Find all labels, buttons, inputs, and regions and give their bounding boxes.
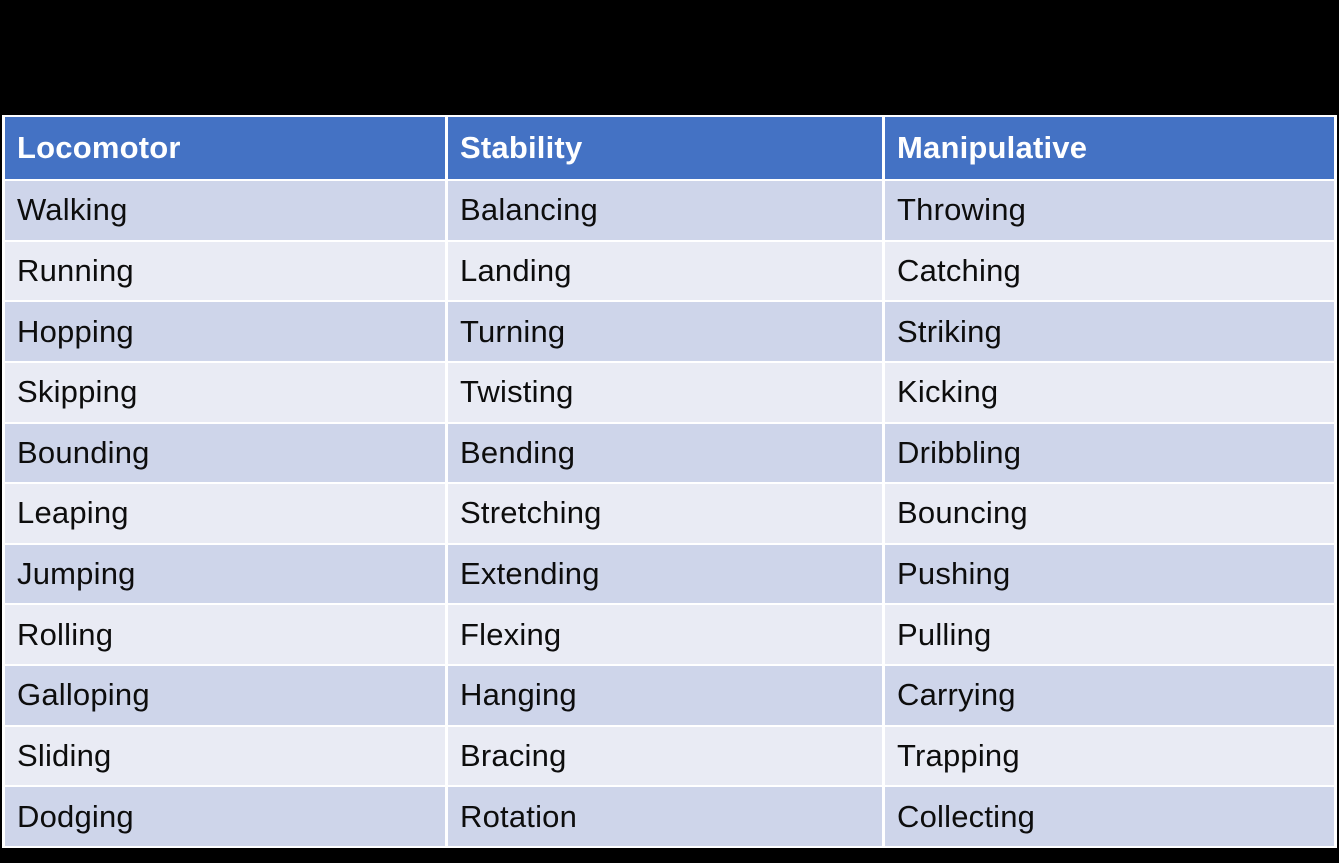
header-cell-locomotor: Locomotor (5, 117, 445, 179)
table-cell: Stretching (448, 484, 882, 543)
header-cell-stability: Stability (448, 117, 882, 179)
table-cell: Extending (448, 544, 882, 604)
table-cell: Bounding (5, 423, 445, 483)
table-cell: Running (5, 241, 445, 301)
table-cell: Hopping (5, 302, 445, 361)
table-cell: Carrying (885, 666, 1334, 725)
table-cell: Dodging (5, 787, 445, 846)
table-cell: Leaping (5, 484, 445, 543)
table-cell: Bracing (448, 726, 882, 786)
table-cell: Hanging (448, 666, 882, 725)
table-cell: Landing (448, 241, 882, 301)
table-cell: Pushing (885, 544, 1334, 604)
table-cell: Striking (885, 302, 1334, 361)
table-cell: Catching (885, 241, 1334, 301)
table-cell: Rolling (5, 605, 445, 665)
table-cell: Rotation (448, 787, 882, 846)
table-cell: Balancing (448, 181, 882, 240)
table-cell: Dribbling (885, 423, 1334, 483)
table-cell: Walking (5, 181, 445, 240)
table-cell: Throwing (885, 181, 1334, 240)
header-cell-manipulative: Manipulative (885, 117, 1334, 179)
table-cell: Bouncing (885, 484, 1334, 543)
table-cell: Flexing (448, 605, 882, 665)
table-cell: Sliding (5, 726, 445, 786)
movement-skills-table: Locomotor Stability Manipulative Walking… (2, 115, 1337, 848)
table-cell: Pulling (885, 605, 1334, 665)
table-cell: Bending (448, 423, 882, 483)
table-cell: Galloping (5, 666, 445, 725)
table-cell: Turning (448, 302, 882, 361)
table-cell: Skipping (5, 362, 445, 422)
table-cell: Jumping (5, 544, 445, 604)
table-cell: Twisting (448, 362, 882, 422)
table-cell: Collecting (885, 787, 1334, 846)
table-cell: Kicking (885, 362, 1334, 422)
table-cell: Trapping (885, 726, 1334, 786)
